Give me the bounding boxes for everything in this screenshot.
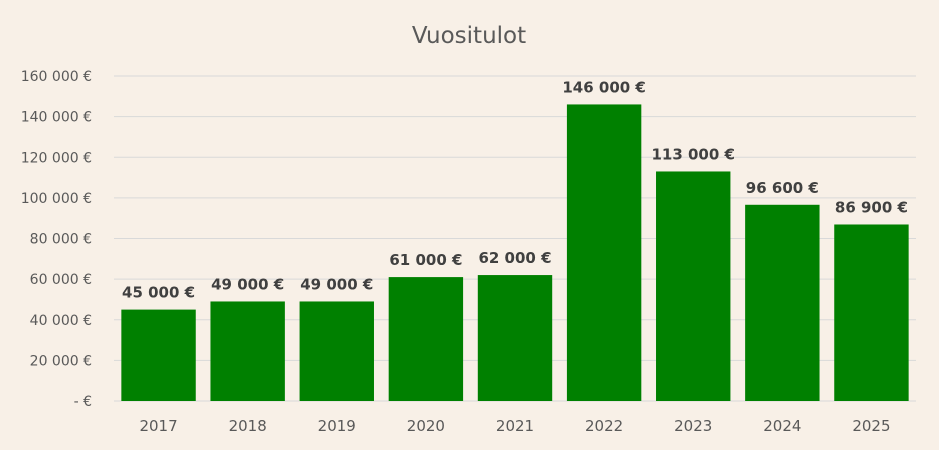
y-axis: - € 20 000 € 40 000 € 60 000 € 80 000 € 100 0… bbox=[21, 69, 92, 410]
bar-2022 bbox=[566, 104, 642, 401]
x-tick-label: 2025 bbox=[852, 417, 890, 435]
chart-title: Vuositulot bbox=[412, 23, 526, 49]
x-tick-label: 2019 bbox=[318, 417, 356, 435]
y-tick-label: 100 000 € bbox=[21, 191, 92, 207]
data-label: 146 000 € bbox=[562, 78, 646, 96]
bar-2021 bbox=[477, 275, 553, 401]
data-labels: 45 000 € 49 000 € 49 000 € 61 000 € 62 000 €… bbox=[122, 78, 908, 301]
y-tick-label: 80 000 € bbox=[30, 232, 92, 248]
data-label: 49 000 € bbox=[211, 275, 284, 293]
bar-2025 bbox=[834, 224, 909, 401]
data-label: 49 000 € bbox=[300, 275, 373, 293]
bar-2024 bbox=[745, 204, 820, 401]
x-tick-label: 2020 bbox=[407, 417, 445, 435]
x-axis: 2017 2018 2019 2020 2021 2022 2023 2024 2025 bbox=[139, 417, 890, 435]
x-tick-label: 2018 bbox=[229, 417, 267, 435]
x-tick-label: 2021 bbox=[496, 417, 534, 435]
y-tick-label: 120 000 € bbox=[21, 150, 92, 166]
data-label: 45 000 € bbox=[122, 284, 195, 302]
bar-2020 bbox=[388, 277, 464, 401]
bar-2023 bbox=[656, 171, 731, 401]
data-label: 113 000 € bbox=[651, 145, 735, 163]
y-tick-label: 140 000 € bbox=[21, 110, 92, 126]
y-tick-label: - € bbox=[74, 394, 92, 410]
bar-2018 bbox=[210, 301, 285, 401]
x-tick-label: 2023 bbox=[674, 417, 712, 435]
data-label: 61 000 € bbox=[389, 251, 462, 269]
bar-2019 bbox=[299, 301, 374, 401]
data-label: 96 600 € bbox=[746, 179, 819, 197]
x-tick-label: 2022 bbox=[585, 417, 623, 435]
y-tick-label: 20 000 € bbox=[30, 353, 92, 369]
y-tick-label: 160 000 € bbox=[21, 69, 92, 85]
y-tick-label: 60 000 € bbox=[30, 272, 92, 288]
data-label: 62 000 € bbox=[478, 249, 551, 267]
bar-2017 bbox=[121, 309, 196, 401]
data-label: 86 900 € bbox=[835, 198, 908, 216]
x-tick-label: 2017 bbox=[139, 417, 177, 435]
x-tick-label: 2024 bbox=[763, 417, 801, 435]
y-tick-label: 40 000 € bbox=[30, 313, 92, 329]
bars bbox=[121, 104, 909, 401]
